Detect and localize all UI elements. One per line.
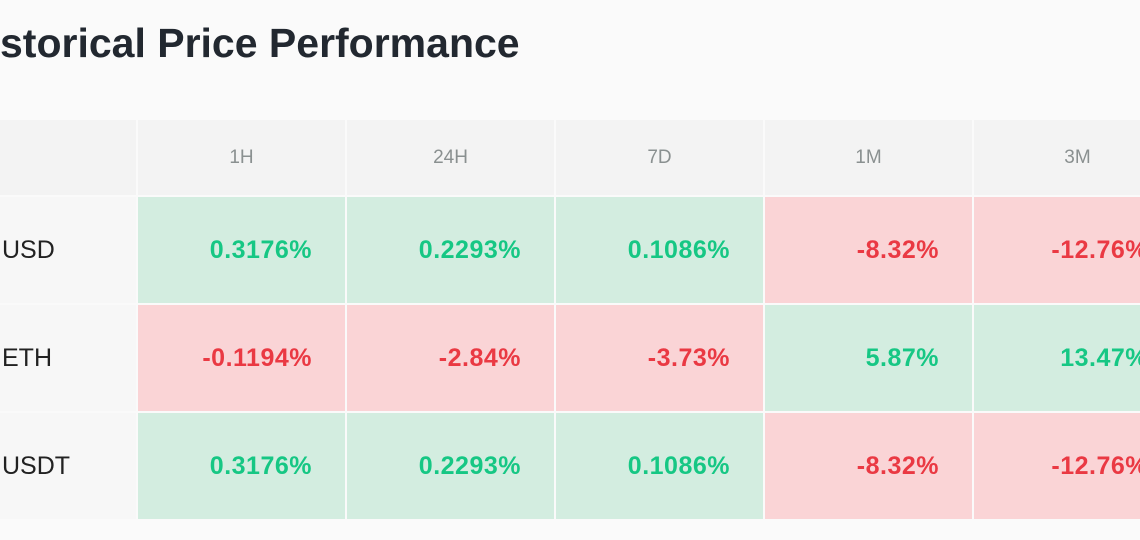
change-cell: 0.2293% — [347, 197, 554, 303]
page-title: storical Price Performance — [0, 20, 520, 66]
column-header: 1H — [138, 120, 345, 195]
change-cell: 0.3176% — [138, 413, 345, 519]
change-cell: 0.1086% — [556, 413, 763, 519]
row-label: USDT — [0, 413, 136, 519]
change-cell: -12.76% — [974, 197, 1140, 303]
row-label: USD — [0, 197, 136, 303]
change-cell: -0.1194% — [138, 305, 345, 411]
change-cell: 0.3176% — [138, 197, 345, 303]
header-cell — [0, 120, 136, 195]
change-cell: -12.76% — [974, 413, 1140, 519]
column-header: 7D — [556, 120, 763, 195]
change-cell: 13.47% — [974, 305, 1140, 411]
column-header: 3M — [974, 120, 1140, 195]
change-cell: 0.1086% — [556, 197, 763, 303]
change-cell: 0.2293% — [347, 413, 554, 519]
column-header: 1M — [765, 120, 972, 195]
column-header: 24H — [347, 120, 554, 195]
change-cell: -2.84% — [347, 305, 554, 411]
performance-table: 1H 24H 7D 1M 3M USD 0.3176% 0.2293% 0.1086% -8.32… — [0, 120, 1140, 540]
row-label: ETH — [0, 305, 136, 411]
change-cell: 5.87% — [765, 305, 972, 411]
change-cell: -8.32% — [765, 413, 972, 519]
change-cell: -8.32% — [765, 197, 972, 303]
change-cell: -3.73% — [556, 305, 763, 411]
